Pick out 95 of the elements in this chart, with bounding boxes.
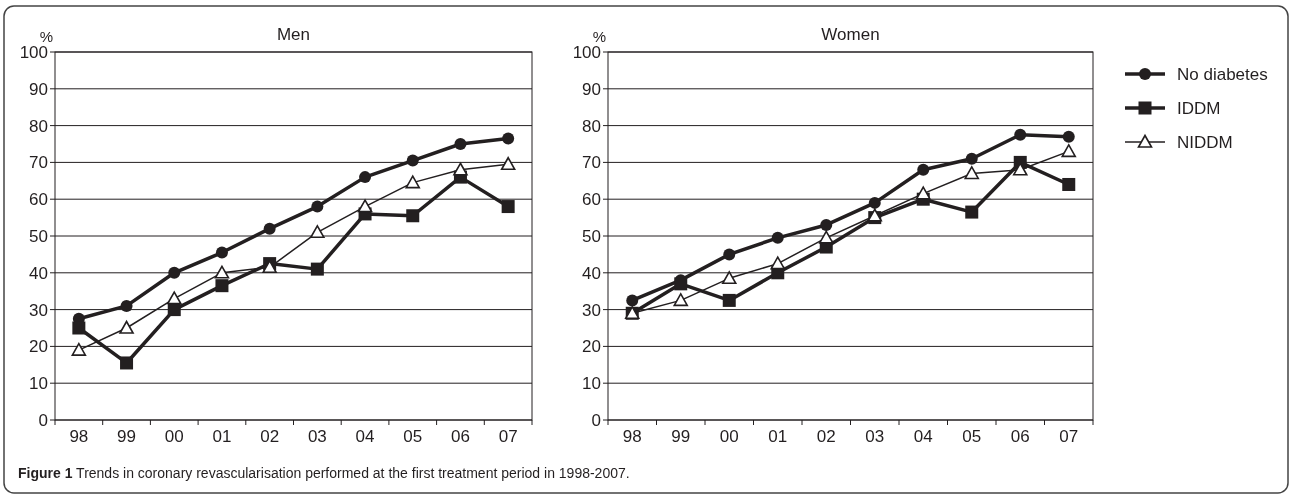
x-tick-label: 99 xyxy=(671,427,691,446)
y-tick-label: 20 xyxy=(582,337,601,357)
point xyxy=(166,291,182,305)
y-tick-label: 10 xyxy=(582,374,601,394)
point xyxy=(215,246,228,259)
y-tick-label: 70 xyxy=(29,153,48,173)
y-tick-label: 90 xyxy=(29,79,48,99)
point xyxy=(215,279,229,293)
point xyxy=(501,200,515,214)
point xyxy=(72,321,86,335)
x-tick-label: 05 xyxy=(962,427,982,446)
point xyxy=(120,299,133,312)
chart-title: Women xyxy=(821,25,880,44)
x-tick-label: 06 xyxy=(450,427,470,446)
y-tick-label: 50 xyxy=(29,226,48,246)
point xyxy=(674,277,688,291)
point xyxy=(500,156,516,171)
x-tick-label: 04 xyxy=(913,427,933,446)
point xyxy=(915,186,931,200)
point xyxy=(406,209,420,223)
x-tick-label: 98 xyxy=(69,427,89,446)
chart-title: Men xyxy=(276,25,311,44)
point xyxy=(263,222,276,235)
point xyxy=(405,175,421,189)
y-tick-label: 100 xyxy=(572,42,601,62)
point xyxy=(626,294,639,307)
legend-label: No diabetes xyxy=(1177,64,1268,84)
point xyxy=(167,303,181,317)
x-tick-label: 07 xyxy=(498,427,518,446)
point xyxy=(310,262,324,276)
y-tick-label: 90 xyxy=(582,79,601,99)
x-tick-label: 06 xyxy=(1010,427,1030,446)
y-axis-title: % xyxy=(39,28,53,45)
point xyxy=(673,293,689,307)
point xyxy=(120,356,134,370)
y-tick-label: 100 xyxy=(19,42,48,62)
y-tick-label: 30 xyxy=(29,300,48,320)
x-tick-label: 05 xyxy=(403,427,423,446)
point xyxy=(770,256,786,270)
y-tick-label: 30 xyxy=(582,300,601,320)
x-tick-label: 04 xyxy=(355,427,375,446)
point xyxy=(818,230,834,244)
point xyxy=(359,171,372,184)
y-tick-label: 60 xyxy=(582,190,601,210)
x-tick-label: 03 xyxy=(865,427,885,446)
x-tick-label: 02 xyxy=(260,427,280,446)
point xyxy=(1061,144,1077,158)
x-tick-label: 00 xyxy=(719,427,739,446)
point xyxy=(168,266,181,279)
x-tick-label: 00 xyxy=(164,427,184,446)
point xyxy=(721,271,737,285)
point xyxy=(1014,128,1027,141)
y-tick-label: 10 xyxy=(29,374,48,394)
caption: Figure 1 Trends in coronary revascularisation performed at the first treatment period in 1998-2007. xyxy=(18,465,630,481)
point xyxy=(965,205,979,219)
x-tick-label: 98 xyxy=(622,427,642,446)
point xyxy=(965,152,978,165)
point xyxy=(310,225,325,239)
point xyxy=(1062,177,1076,191)
point xyxy=(1062,130,1075,143)
point xyxy=(723,248,736,261)
point xyxy=(357,199,373,213)
x-tick-label: 01 xyxy=(768,427,788,446)
y-tick-label: 40 xyxy=(29,263,48,283)
y-tick-label: 80 xyxy=(29,116,48,136)
y-axis-title: % xyxy=(592,28,606,45)
y-tick-label: 40 xyxy=(582,263,601,283)
point xyxy=(406,154,419,167)
x-tick-label: 03 xyxy=(307,427,327,446)
y-tick-label: 0 xyxy=(591,410,601,430)
x-tick-label: 01 xyxy=(212,427,232,446)
point xyxy=(771,231,784,244)
y-tick-label: 80 xyxy=(582,116,601,136)
y-tick-label: 70 xyxy=(582,153,601,173)
point xyxy=(311,200,324,213)
x-tick-label: 99 xyxy=(117,427,137,446)
point xyxy=(964,166,980,180)
point xyxy=(820,218,833,231)
point xyxy=(119,320,134,334)
legend-label: IDDM xyxy=(1177,98,1221,118)
point xyxy=(454,138,467,150)
point xyxy=(453,162,468,176)
y-tick-label: 0 xyxy=(38,410,48,430)
point xyxy=(722,293,736,307)
point xyxy=(917,163,930,176)
x-tick-label: 02 xyxy=(816,427,836,446)
x-tick-label: 07 xyxy=(1059,427,1079,446)
y-tick-label: 50 xyxy=(582,226,601,246)
point xyxy=(502,132,515,145)
y-tick-label: 60 xyxy=(29,190,48,210)
point xyxy=(71,342,87,356)
y-tick-label: 20 xyxy=(29,337,48,357)
point xyxy=(214,265,230,279)
point xyxy=(868,196,881,209)
legend-label: NIDDM xyxy=(1177,132,1233,152)
